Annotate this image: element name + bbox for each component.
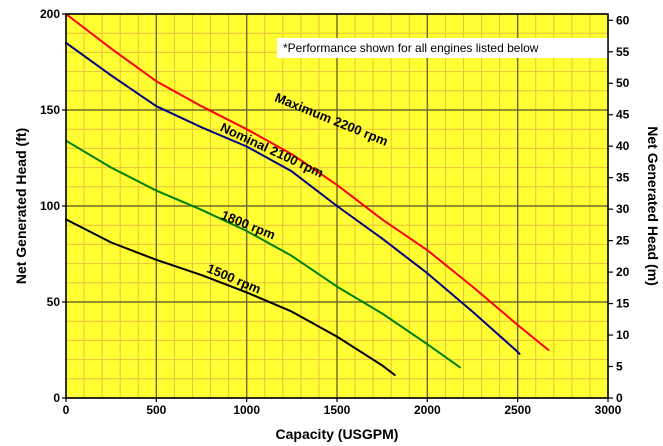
y-tick-label-left: 50 [47,295,61,309]
series-line-0 [65,13,550,351]
x-axis-label: Capacity (USGPM) [276,426,399,442]
tick-labels: 0 500 1000 1500 2000 2500 30000501001502000510… [40,7,630,417]
x-tick-label: 0 [63,403,70,417]
y-tick-label-right: 0 [616,391,623,405]
y-tick-label-right: 15 [616,297,630,311]
x-tick-label: 3000 [595,403,622,417]
y-tick-label-right: 10 [616,328,630,342]
y-tick-label-right: 45 [616,108,630,122]
y-tick-label-left: 0 [53,391,60,405]
note-background [277,38,608,58]
y-tick-label-right: 5 [616,360,623,374]
axes [62,13,613,402]
y-tick-label-left: 150 [40,103,60,117]
y-tick-label-left: 200 [40,7,60,21]
note-layer: *Performance shown for all engines liste… [277,38,608,58]
series-line-2 [65,139,461,369]
series-layer [65,13,550,376]
series-line-1 [65,41,521,355]
y-tick-label-left: 100 [40,199,60,213]
y-axis-label-right: Net Generated Head (m) [645,126,661,285]
y-tick-label-right: 60 [616,13,630,27]
y-tick-label-right: 55 [616,45,630,59]
x-tick-label: 1500 [324,403,351,417]
y-axis-label-left: Net Generated Head (ft) [13,128,29,284]
x-tick-label: 500 [146,403,166,417]
performance-note: *Performance shown for all engines liste… [283,41,539,55]
y-tick-label-right: 35 [616,171,630,185]
x-tick-label: 2500 [504,403,531,417]
series-line-3 [65,218,396,376]
x-tick-label: 1000 [233,403,260,417]
y-tick-label-right: 50 [616,76,630,90]
y-tick-label-right: 20 [616,265,630,279]
y-tick-label-right: 25 [616,234,630,248]
x-tick-label: 2000 [414,403,441,417]
y-tick-label-right: 30 [616,202,630,216]
y-tick-label-right: 40 [616,139,630,153]
